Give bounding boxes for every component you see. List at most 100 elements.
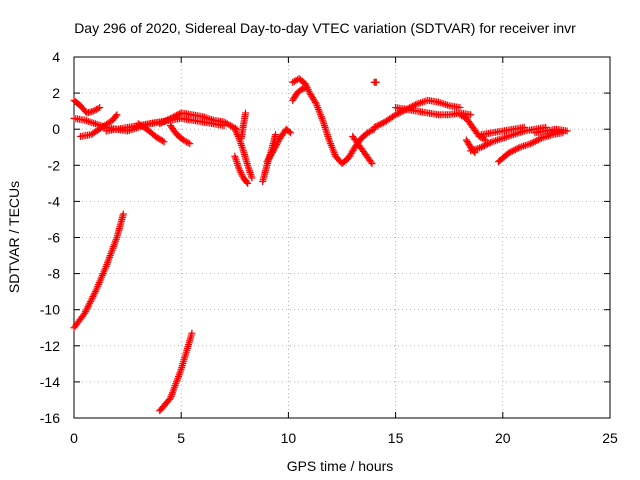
data-point bbox=[165, 115, 173, 123]
data-point bbox=[143, 125, 151, 133]
data-point bbox=[362, 150, 370, 158]
data-point bbox=[510, 125, 518, 133]
data-point bbox=[368, 159, 376, 167]
data-point bbox=[480, 135, 488, 143]
data-point bbox=[245, 165, 253, 173]
data-point bbox=[537, 134, 545, 142]
data-point bbox=[469, 123, 477, 131]
x-tick-label: 20 bbox=[495, 430, 511, 446]
data-point bbox=[456, 111, 464, 119]
data-point bbox=[443, 101, 451, 109]
data-point bbox=[177, 109, 185, 117]
data-point bbox=[84, 303, 92, 311]
data-point bbox=[505, 149, 513, 157]
data-point bbox=[159, 137, 167, 145]
data-point bbox=[156, 120, 164, 128]
data-point bbox=[89, 293, 97, 301]
data-point bbox=[87, 296, 95, 304]
data-point bbox=[479, 142, 487, 150]
data-point bbox=[501, 134, 509, 142]
data-point bbox=[244, 163, 252, 171]
data-point bbox=[520, 123, 528, 131]
data-point bbox=[375, 121, 383, 129]
grid-lines bbox=[74, 57, 610, 418]
data-point bbox=[311, 98, 319, 106]
data-point bbox=[442, 101, 450, 109]
data-point bbox=[184, 139, 192, 147]
data-point bbox=[434, 98, 442, 106]
data-point bbox=[513, 145, 521, 153]
data-point bbox=[179, 136, 187, 144]
data-point bbox=[156, 407, 164, 415]
data-point bbox=[188, 329, 196, 337]
data-point bbox=[495, 135, 503, 143]
chart-title: Day 296 of 2020, Sidereal Day-to-day VTE… bbox=[74, 20, 576, 36]
data-point bbox=[102, 127, 110, 135]
x-tick-label: 15 bbox=[388, 430, 404, 446]
series-arc26 bbox=[157, 331, 195, 413]
data-point bbox=[231, 154, 239, 162]
data-point bbox=[177, 365, 185, 373]
data-point bbox=[534, 136, 542, 144]
data-point bbox=[319, 116, 327, 124]
data-point bbox=[499, 134, 507, 142]
data-point bbox=[209, 116, 217, 124]
data-point bbox=[287, 129, 295, 137]
data-point bbox=[263, 158, 271, 166]
data-point bbox=[516, 143, 524, 151]
data-point bbox=[531, 137, 539, 145]
data-point bbox=[276, 134, 284, 142]
data-point bbox=[412, 101, 420, 109]
y-tick-label: 0 bbox=[52, 121, 60, 137]
y-tick-label: 2 bbox=[52, 85, 60, 101]
y-tick-label: -4 bbox=[48, 193, 61, 209]
data-point bbox=[243, 178, 251, 186]
data-point bbox=[242, 109, 250, 117]
y-tick-label: -16 bbox=[40, 410, 60, 426]
x-tick-label: 0 bbox=[70, 430, 78, 446]
data-point bbox=[88, 119, 96, 127]
data-point bbox=[338, 159, 346, 167]
data-point bbox=[372, 78, 380, 86]
data-point bbox=[86, 118, 94, 126]
data-point bbox=[239, 145, 247, 153]
data-point bbox=[381, 118, 389, 126]
data-point bbox=[268, 148, 276, 156]
data-point bbox=[162, 117, 170, 125]
data-point bbox=[76, 132, 84, 140]
y-tick-label: -8 bbox=[48, 266, 61, 282]
data-point bbox=[83, 117, 91, 125]
x-tick-label: 10 bbox=[281, 430, 297, 446]
data-point bbox=[531, 129, 539, 137]
data-point bbox=[166, 394, 174, 402]
data-point bbox=[239, 147, 247, 155]
data-point bbox=[239, 122, 247, 130]
data-point bbox=[376, 120, 384, 128]
data-point bbox=[220, 118, 228, 126]
data-point bbox=[237, 134, 245, 142]
data-point bbox=[424, 109, 432, 117]
data-point bbox=[499, 127, 507, 135]
data-point bbox=[270, 145, 278, 153]
data-point bbox=[98, 123, 106, 131]
data-point bbox=[438, 99, 446, 107]
data-point bbox=[548, 131, 556, 139]
data-point bbox=[312, 100, 320, 108]
data-point bbox=[83, 304, 91, 312]
series-arc23 bbox=[496, 129, 565, 165]
data-point bbox=[231, 125, 239, 133]
data-point bbox=[233, 158, 241, 166]
axis-ticks: 0 5 10 15 20 25 -16 -14 -12 -10 -8 -6 -4 -2 0 2 4 bbox=[40, 49, 618, 446]
y-tick-label: -6 bbox=[48, 230, 61, 246]
data-point bbox=[355, 141, 363, 149]
data-point bbox=[436, 99, 444, 107]
data-point bbox=[119, 210, 127, 218]
data-point bbox=[552, 125, 560, 133]
data-point bbox=[357, 134, 365, 142]
data-point bbox=[527, 140, 535, 148]
data-point bbox=[511, 146, 519, 154]
data-point bbox=[204, 114, 212, 122]
data-point bbox=[227, 122, 235, 130]
data-point bbox=[91, 289, 99, 297]
